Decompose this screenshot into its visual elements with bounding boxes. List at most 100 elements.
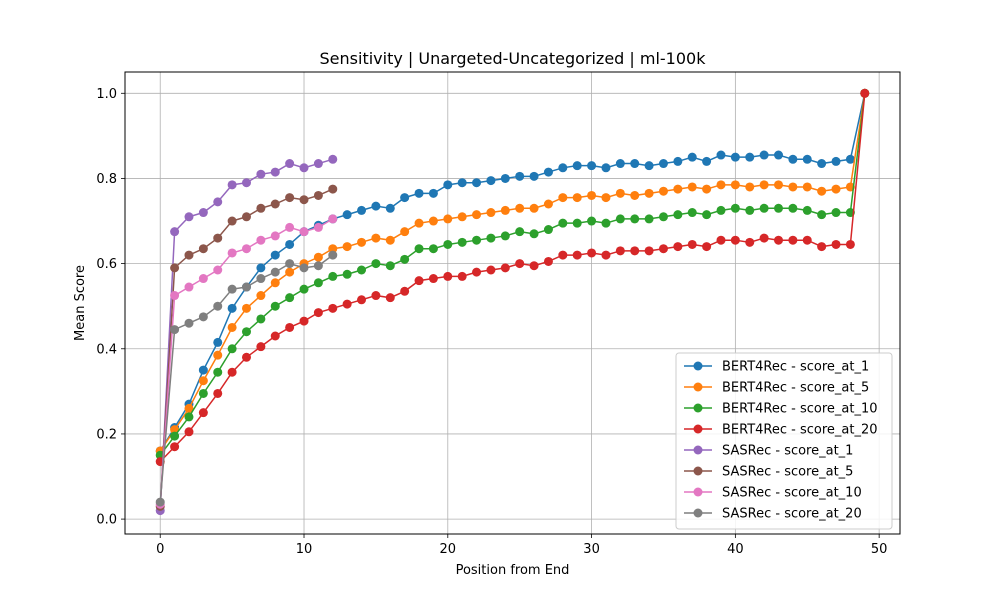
data-point [558,193,568,203]
data-point [198,365,208,375]
data-point [213,337,223,347]
data-point [788,154,798,164]
data-point [213,265,223,275]
data-point [184,412,194,422]
data-point [213,350,223,360]
data-point [371,201,381,211]
data-point [658,244,668,254]
x-tick-label: 10 [296,542,313,557]
legend-marker [693,445,703,455]
data-point [658,159,668,169]
data-point [817,186,827,196]
data-point [860,88,870,98]
data-point [472,267,482,277]
data-point [241,303,251,313]
data-point [788,203,798,213]
data-point [270,301,280,311]
data-point [184,403,194,413]
data-point [241,244,251,254]
data-point [241,282,251,292]
data-point [529,261,539,271]
data-point [170,291,180,301]
data-point [500,205,510,215]
data-point [716,180,726,190]
data-point [170,263,180,273]
data-point [472,210,482,220]
data-point [170,325,180,335]
data-point [687,208,697,218]
data-point [601,193,611,203]
data-point [730,235,740,245]
data-point [817,210,827,220]
data-point [414,276,424,286]
data-point [572,250,582,260]
data-point [198,208,208,218]
data-point [385,261,395,271]
data-point [673,242,683,252]
data-point [587,216,597,226]
data-point [529,229,539,239]
data-point [342,210,352,220]
data-point [543,199,553,209]
data-point [716,235,726,245]
data-point [227,248,237,258]
data-point [428,244,438,254]
legend-item: SASRec - score_at_20 [684,507,862,522]
data-point [227,322,237,332]
y-tick-label: 0.2 [96,427,117,442]
legend-marker [693,382,703,392]
data-point [328,303,338,313]
data-point [615,188,625,198]
data-point [299,227,309,237]
data-point [630,159,640,169]
legend-label: BERT4Rec - score_at_1 [722,360,869,375]
data-point [414,188,424,198]
y-tick-label: 0.0 [96,513,117,528]
data-point [601,250,611,260]
axes-ticks: 0 10 20 30 40 50 0.0 0.2 0.4 0.6 0.8 1.0 [96,87,887,557]
data-point [213,367,223,377]
data-point [213,388,223,398]
data-point [371,291,381,301]
legend-item: SASRec - score_at_10 [684,486,862,501]
data-point [299,163,309,173]
data-point [543,225,553,235]
data-point [313,252,323,262]
data-point [357,265,367,275]
data-point [745,182,755,192]
data-point [702,210,712,220]
data-point [802,235,812,245]
data-point [313,222,323,232]
data-point [529,171,539,181]
series-5 [155,184,338,511]
data-point [241,178,251,188]
data-point [155,497,165,507]
data-point [270,250,280,260]
data-point [457,237,467,247]
data-point [285,259,295,269]
data-point [543,256,553,266]
data-point [558,163,568,173]
data-point [673,184,683,194]
data-point [845,239,855,249]
data-point [472,178,482,188]
data-point [702,242,712,252]
data-point [385,293,395,303]
data-point [357,205,367,215]
data-point [400,254,410,264]
data-point [256,203,266,213]
data-point [241,212,251,222]
data-point [256,342,266,352]
data-point [759,180,769,190]
data-point [673,156,683,166]
data-point [313,261,323,271]
data-point [630,190,640,200]
legend-item: BERT4Rec - score_at_10 [684,402,878,417]
data-point [299,316,309,326]
data-point [342,299,352,309]
data-point [184,427,194,437]
data-point [601,218,611,228]
data-point [213,197,223,207]
x-tick-label: 20 [440,542,457,557]
